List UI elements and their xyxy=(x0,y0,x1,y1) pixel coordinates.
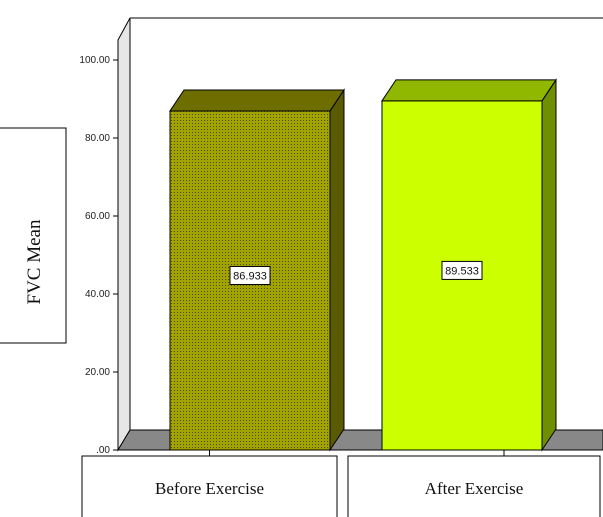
y-tick-label: 40.00 xyxy=(85,289,110,300)
y-axis-title: FVC Mean xyxy=(24,219,45,304)
y-tick-label: 60.00 xyxy=(85,211,110,222)
y-tick-label: .00 xyxy=(96,445,110,456)
bar-side xyxy=(542,80,556,450)
bar-side xyxy=(330,90,344,450)
bar-top xyxy=(170,90,344,111)
data-label: 89.533 xyxy=(445,265,479,277)
x-category-label: Before Exercise xyxy=(155,479,264,498)
y-tick-label: 100.00 xyxy=(79,55,110,66)
left-wall xyxy=(118,18,130,450)
bar-top xyxy=(382,80,556,101)
y-tick-label: 20.00 xyxy=(85,367,110,378)
y-tick-label: 80.00 xyxy=(85,133,110,144)
x-category-label: After Exercise xyxy=(425,479,524,498)
data-label: 86.933 xyxy=(233,270,267,282)
